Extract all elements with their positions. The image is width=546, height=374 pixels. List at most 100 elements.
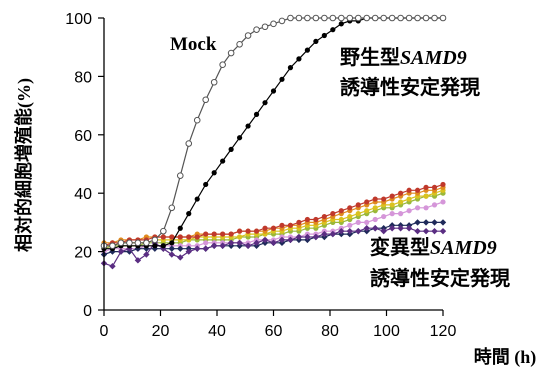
data-point bbox=[253, 26, 260, 33]
data-point bbox=[176, 172, 184, 179]
data-point bbox=[304, 233, 311, 241]
data-point bbox=[338, 227, 345, 235]
data-point bbox=[364, 219, 370, 225]
data-point bbox=[210, 242, 218, 249]
data-point bbox=[203, 181, 209, 188]
data-point bbox=[414, 187, 421, 193]
data-point bbox=[109, 263, 116, 270]
data-point bbox=[287, 222, 294, 228]
data-point bbox=[414, 227, 421, 235]
data-point bbox=[143, 251, 150, 258]
data-point bbox=[363, 14, 371, 22]
data-point bbox=[313, 216, 319, 223]
x-tick-label: 80 bbox=[321, 323, 339, 340]
data-point bbox=[355, 219, 361, 225]
data-point bbox=[220, 158, 226, 164]
data-point bbox=[160, 227, 167, 235]
data-point bbox=[177, 254, 184, 261]
data-point bbox=[227, 49, 235, 57]
data-point bbox=[202, 96, 209, 104]
data-point bbox=[152, 243, 158, 249]
data-point bbox=[143, 239, 150, 247]
data-point bbox=[236, 40, 243, 48]
data-point bbox=[355, 211, 361, 217]
data-point bbox=[126, 239, 133, 247]
data-point bbox=[210, 78, 218, 86]
data-point bbox=[312, 233, 320, 241]
data-point bbox=[244, 32, 252, 39]
data-point bbox=[203, 240, 209, 246]
annotation-wildtype-gene: SAMD9 bbox=[400, 47, 467, 69]
data-point bbox=[168, 245, 175, 252]
data-point bbox=[321, 213, 327, 220]
data-point bbox=[364, 208, 370, 214]
data-point bbox=[397, 225, 404, 232]
data-point bbox=[347, 222, 353, 228]
data-point bbox=[372, 225, 379, 232]
annotation-mock: Mock bbox=[170, 34, 217, 55]
data-point bbox=[440, 181, 446, 188]
data-point bbox=[279, 222, 285, 228]
data-point bbox=[211, 170, 217, 176]
data-point bbox=[134, 257, 142, 264]
data-point bbox=[414, 14, 421, 22]
data-point bbox=[355, 227, 362, 235]
annotation-mutant-prefix: 変異型 bbox=[370, 235, 430, 259]
data-point bbox=[287, 14, 294, 22]
x-tick-label: 40 bbox=[208, 323, 226, 340]
data-point bbox=[296, 219, 302, 225]
data-point bbox=[422, 14, 430, 22]
data-point bbox=[423, 205, 429, 211]
data-point bbox=[203, 231, 209, 237]
data-point bbox=[397, 14, 404, 22]
series-layer bbox=[100, 14, 447, 270]
data-point bbox=[134, 239, 142, 247]
data-point bbox=[321, 32, 327, 39]
data-point bbox=[193, 116, 201, 124]
data-point bbox=[338, 21, 344, 27]
data-point bbox=[406, 187, 412, 193]
data-point bbox=[381, 196, 387, 202]
data-point bbox=[194, 196, 200, 202]
data-point bbox=[388, 225, 396, 232]
data-point bbox=[414, 219, 421, 226]
y-tick-label: 20 bbox=[74, 245, 92, 262]
data-point bbox=[168, 204, 176, 212]
data-point bbox=[372, 196, 378, 202]
data-point bbox=[202, 245, 209, 252]
data-point bbox=[321, 14, 328, 22]
annotation-wildtype-prefix: 野生型 bbox=[340, 46, 400, 69]
data-point bbox=[237, 135, 243, 141]
data-point bbox=[219, 61, 226, 69]
data-point bbox=[236, 239, 243, 247]
y-tick-label: 40 bbox=[74, 186, 92, 203]
data-point bbox=[244, 242, 252, 249]
data-point bbox=[117, 239, 125, 247]
data-point bbox=[406, 196, 412, 202]
data-point bbox=[296, 56, 302, 62]
data-point bbox=[117, 248, 125, 255]
y-tick-label: 80 bbox=[74, 69, 92, 86]
data-point bbox=[406, 208, 412, 214]
data-point bbox=[398, 190, 404, 196]
x-tick-label: 60 bbox=[265, 323, 283, 340]
data-point bbox=[312, 14, 320, 22]
x-tick-label: 100 bbox=[373, 323, 400, 340]
data-point bbox=[389, 202, 395, 208]
data-point bbox=[160, 243, 166, 249]
data-point bbox=[270, 20, 277, 28]
data-point bbox=[346, 227, 353, 235]
data-point bbox=[295, 14, 303, 22]
data-point bbox=[186, 234, 192, 240]
data-point bbox=[253, 111, 260, 117]
data-point bbox=[261, 23, 269, 31]
data-point bbox=[151, 236, 159, 244]
data-point bbox=[245, 123, 251, 129]
data-point bbox=[278, 236, 286, 244]
data-point bbox=[313, 38, 319, 44]
data-point bbox=[371, 14, 379, 22]
data-point bbox=[185, 248, 192, 255]
data-point bbox=[439, 227, 447, 235]
data-point bbox=[304, 14, 311, 22]
